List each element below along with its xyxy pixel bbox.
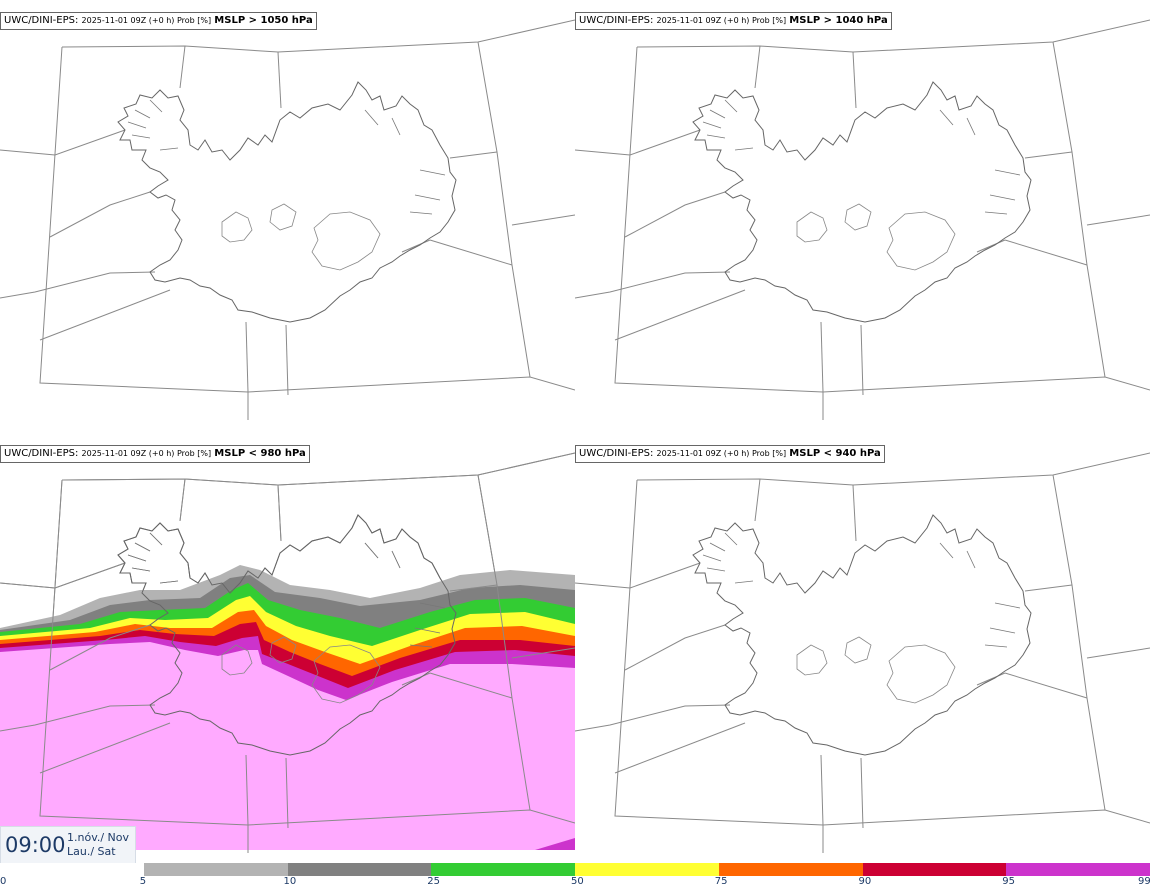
coastline [692, 81, 1032, 323]
colorbar-segment [0, 863, 144, 876]
colorbar-segment [1006, 863, 1150, 876]
iceland-map-probability [0, 452, 575, 853]
colorbar-tick-label: 25 [427, 876, 440, 887]
coastline [117, 514, 457, 756]
glacier-outline [311, 644, 381, 704]
glacier-outline [311, 211, 381, 271]
colorbar-tick-label: 75 [714, 876, 728, 887]
colorbar-tick-label: 5 [139, 876, 147, 887]
glacier-outline [844, 636, 872, 664]
valid-time: 09:00 [5, 833, 66, 857]
panel-title: UWC/DINI-EPS: 2025-11-01 09Z (+0 h) Prob… [0, 12, 317, 30]
probability-field [0, 565, 575, 850]
colorbar-tick-label: 90 [858, 876, 872, 887]
glacier-outline [796, 211, 828, 243]
glacier-outline [886, 644, 956, 704]
map-panel-940: UWC/DINI-EPS: 2025-11-01 09Z (+0 h) Prob… [575, 433, 1150, 866]
valid-date: 1.nóv./ Nov Lau./ Sat [67, 831, 130, 858]
coastline [692, 514, 1032, 756]
colorbar-segment [287, 863, 432, 876]
panel-title: UWC/DINI-EPS: 2025-11-01 09Z (+0 h) Prob… [0, 445, 310, 463]
glacier-outline [221, 644, 253, 676]
panel-title: UWC/DINI-EPS: 2025-11-01 09Z (+0 h) Prob… [575, 12, 892, 30]
panel-title: UWC/DINI-EPS: 2025-11-01 09Z (+0 h) Prob… [575, 445, 885, 463]
colorbar-segment [718, 863, 863, 876]
colorbar-tick-label: 99 [1138, 876, 1150, 887]
glacier-outline [844, 203, 872, 231]
map-panel-1040: UWC/DINI-EPS: 2025-11-01 09Z (+0 h) Prob… [575, 0, 1150, 433]
colorbar-tick-label: 95 [1002, 876, 1015, 887]
valid-time-box: 09:00 1.nóv./ Nov Lau./ Sat [0, 826, 136, 864]
map-panel-980: UWC/DINI-EPS: 2025-11-01 09Z (+0 h) Prob… [0, 433, 575, 866]
colorbar-tick-label: 0 [0, 876, 7, 887]
colorbar-segment [862, 863, 1007, 876]
iceland-map [575, 19, 1150, 420]
glacier-outline [269, 636, 297, 664]
iceland-map [575, 452, 1150, 853]
iceland-map [0, 19, 575, 420]
colorbar-segment [575, 863, 719, 876]
colorbar-segment [431, 863, 575, 876]
map-panel-1050: UWC/DINI-EPS: 2025-11-01 09Z (+0 h) Prob… [0, 0, 575, 433]
colorbar-tick-label: 50 [571, 876, 584, 887]
glacier-outline [269, 203, 297, 231]
glacier-outline [886, 211, 956, 271]
coastline [117, 81, 457, 323]
glacier-outline [796, 644, 828, 676]
colorbar-tick-label: 10 [283, 876, 297, 887]
glacier-outline [221, 211, 253, 243]
colorbar-segment [143, 863, 288, 876]
